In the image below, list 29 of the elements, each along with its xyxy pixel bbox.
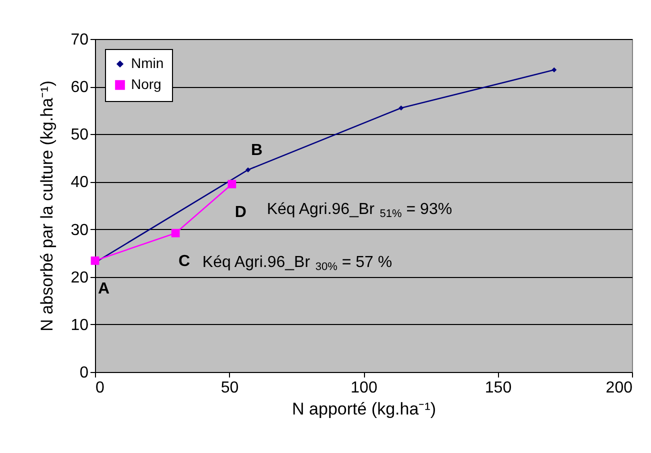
y-tick-label: 60 bbox=[70, 79, 89, 96]
legend-label: Nmin bbox=[131, 55, 164, 71]
point bbox=[228, 180, 236, 188]
point bbox=[552, 67, 557, 72]
y-axis-title: N absorbé par la culture (kg.ha⁻¹) bbox=[38, 80, 57, 332]
point bbox=[90, 256, 100, 265]
x-tick-label: 150 bbox=[484, 380, 512, 396]
annotation: D bbox=[234, 204, 246, 222]
y-tick-label: 50 bbox=[70, 126, 89, 144]
point bbox=[398, 105, 404, 110]
y-tick-label: 40 bbox=[70, 174, 89, 192]
x-tick-label: 50 bbox=[220, 380, 239, 396]
annotation: Kéq Agri.96_Br 30% = 57 % bbox=[202, 254, 392, 274]
x-axis-title: N apporté (kg.ha⁻¹) bbox=[292, 400, 436, 418]
y-tick-label: 10 bbox=[70, 316, 89, 334]
legend-label: Norg bbox=[131, 76, 162, 92]
x-tick-label: 200 bbox=[606, 380, 633, 396]
y-tick-label: 20 bbox=[70, 269, 89, 286]
annotation: B bbox=[251, 142, 263, 159]
point bbox=[171, 228, 180, 238]
y-tick-label: 70 bbox=[70, 32, 89, 48]
x-tick-label: 100 bbox=[350, 380, 378, 396]
point bbox=[246, 167, 251, 172]
y-tick-label: 30 bbox=[70, 222, 89, 239]
x-tick-label: 0 bbox=[96, 380, 104, 396]
annotation: A bbox=[98, 280, 110, 298]
y-tick-label: 0 bbox=[80, 364, 89, 382]
annotation: C bbox=[178, 253, 191, 270]
annotation: Kéq Agri.96_Br 51% = 93% bbox=[266, 200, 452, 220]
